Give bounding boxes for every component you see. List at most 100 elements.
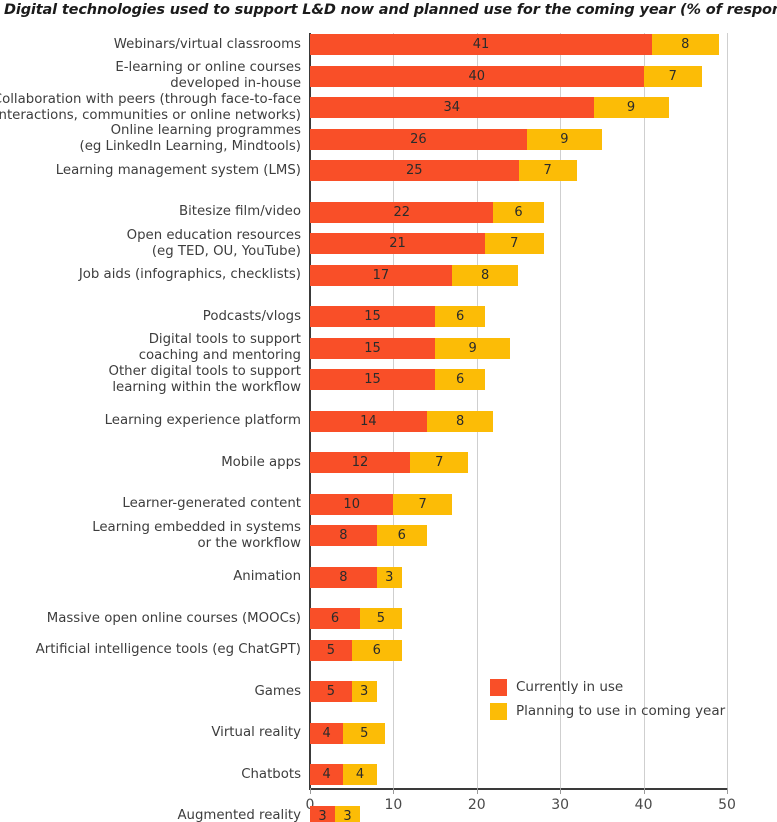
bar-segment-current: 15 [310,337,436,359]
bar-segment-planned: 5 [343,722,386,744]
x-tick-label: 50 [718,797,736,813]
category-label: Learning management system (LMS) [55,162,301,178]
bar-segment-planned: 7 [393,493,452,515]
category-label: Virtual reality [211,725,301,740]
category-label: Online learning programmes (eg LinkedIn … [79,123,302,154]
bar-row: E-learning or online courses developed i… [115,60,727,91]
bar-segment-current: 40 [310,65,644,87]
bar-segment-current: 22 [310,201,494,223]
category-label: Artificial intelligence tools (eg ChatGP… [35,642,301,657]
bar-row: Job aids (infographics, checklists) 17 8 [79,264,727,286]
category-label: Animation [233,569,301,584]
bar-segment-planned: 9 [435,337,511,359]
bar-segment-current: 14 [310,410,427,432]
bar-segment-planned: 4 [343,764,377,785]
plot-area: 0 10 20 30 40 50 Webinars/virtual classrooms 4… [0,33,736,822]
bar-segment-planned: 5 [360,608,402,629]
bar-row: Learner-generated content 10 7 [122,493,727,515]
legend-label: Planning to use in coming year [516,703,726,719]
bar-segment-current: 8 [310,525,377,546]
category-label: Learner-generated content [122,496,301,511]
bar-segment-current: 21 [310,233,486,254]
bar-segment-current: 26 [310,128,527,150]
bar-row: Podcasts/vlogs 15 6 [203,306,727,327]
category-label: Webinars/virtual classrooms [113,36,301,52]
bar-row: Learning embedded in systems or the work… [92,520,727,551]
bar-row: Online learning programmes (eg LinkedIn … [80,123,727,154]
bar-segment-planned: 7 [410,452,469,473]
bar-segment-current: 4 [310,764,344,785]
bar-segment-current: 10 [310,493,394,515]
bar-segment-planned: 9 [526,128,602,150]
bar-row: Mobile apps 12 7 [221,452,727,473]
category-label: Collaboration with peers (through face-t… [0,91,301,123]
bar-row: Open education resources (eg TED, OU, Yo… [127,228,727,259]
category-label: Mobile apps [221,454,301,470]
bar-row: Massive open online courses (MOOCs) 6 5 [47,608,727,629]
bar-segment-current: 6 [310,608,361,629]
bar-segment-planned: 9 [593,97,669,118]
bar-segment-planned: 3 [376,566,402,588]
bar-row: Augmented reality 3 3 [177,805,727,822]
bar-row: Animation 8 3 [233,566,727,588]
bar-row: Artificial intelligence tools (eg ChatGP… [36,639,727,661]
tick-mark-30 [560,788,562,794]
legend-swatch-planned [490,702,507,720]
bar-row: Bitesize film/video 22 6 [179,201,727,223]
x-tick-label: 40 [634,797,653,813]
category-label: Podcasts/vlogs [202,308,301,324]
bar-segment-planned: 3 [351,681,377,702]
bar-row: Webinars/virtual classrooms 41 8 [114,34,727,55]
bar-row: Virtual reality 4 5 [211,722,727,744]
legend-item: Planning to use in coming year [490,699,725,723]
bar-segment-planned: 8 [451,264,519,286]
bar-segment-planned: 6 [493,201,544,223]
bar-segment-planned: 8 [426,410,494,432]
bar-segment-current: 15 [310,306,436,327]
category-label: E-learning or online courses developed i… [115,60,301,91]
tick-mark-50 [727,788,728,794]
x-axis-line [309,788,727,790]
bar-segment-current: 15 [310,369,436,390]
bar-segment-planned: 3 [335,805,361,822]
legend-swatch-current [490,678,507,696]
tick-mark-20 [476,788,478,794]
category-label: Job aids (infographics, checklists) [78,267,301,282]
x-tick-label: 10 [384,797,403,813]
category-label: Digital tools to support coaching and me… [138,332,301,363]
legend-item: Currently in use [490,675,725,699]
tick-mark-10 [393,788,395,794]
bar-row: Learning experience platform 14 8 [105,410,727,432]
tick-mark-0 [310,788,311,794]
category-label: Augmented reality [177,808,301,822]
bar-segment-current: 3 [310,805,336,822]
tick-mark-40 [643,788,645,794]
bar-segment-current: 17 [310,264,452,286]
bar-row: Learning management system (LMS) 25 7 [56,160,727,181]
bar-segment-planned: 8 [651,34,719,55]
category-label: Chatbots [241,766,301,782]
category-label: Learning embedded in systems or the work… [92,519,301,551]
bar-segment-current: 25 [310,160,519,181]
bar-row: Digital tools to support coaching and me… [139,332,727,363]
page-title: Digital technologies used to support L&D… [4,2,777,18]
bar-segment-current: 12 [310,452,411,473]
bar-row: Other digital tools to support learning … [109,364,727,395]
category-label: Learning experience platform [104,413,301,428]
bar-row: Chatbots 4 4 [241,764,727,785]
x-tick-label: 0 [306,797,315,813]
bar-segment-current: 5 [310,639,352,661]
category-label: Open education resources (eg TED, OU, Yo… [126,227,301,259]
chart-legend: Currently in use Planning to use in comin… [490,675,725,723]
gridline-30 [560,33,562,788]
category-label: Bitesize film/video [178,204,301,219]
bar-segment-planned: 6 [376,525,427,546]
category-label: Massive open online courses (MOOCs) [46,610,301,626]
gridline-50 [727,33,728,788]
bar-row: Games 5 3 [254,681,727,702]
bar-segment-current: 5 [310,681,352,702]
category-label: Games [254,683,301,699]
category-label: Other digital tools to support learning … [108,363,302,395]
bar-row: Collaboration with peers (through face-t… [0,92,727,123]
